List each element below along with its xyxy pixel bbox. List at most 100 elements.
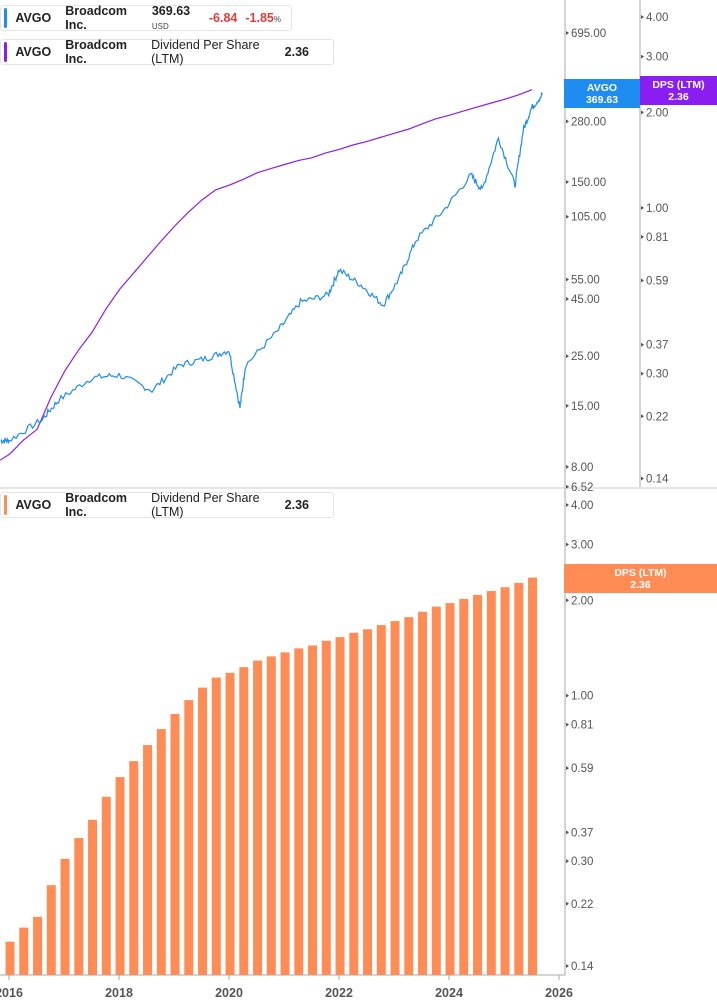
- price-change: -6.84: [208, 11, 238, 25]
- ticker: AVGO: [15, 11, 52, 25]
- dps-tick-label: 0.37: [646, 340, 668, 352]
- dps-tick-label: 2.00: [646, 107, 668, 119]
- x-tick-label: 2020: [215, 986, 243, 1000]
- price-tick-label: 25.00: [571, 351, 600, 363]
- dps-tick-label: 3.00: [646, 52, 668, 64]
- company-name: Broadcom Inc.: [65, 4, 128, 32]
- dps-tick-label: 0.14: [571, 961, 594, 973]
- dps-tick-label: 2.00: [571, 595, 593, 607]
- ticker: AVGO: [15, 45, 52, 59]
- price-tick-label-mark: [566, 180, 569, 185]
- dps-bar: [418, 611, 428, 975]
- dps-bar: [253, 660, 263, 975]
- dps-bar: [404, 617, 414, 975]
- dps-tag-bottom: DPS (LTM) 2.36: [564, 564, 717, 593]
- dps-bar: [335, 637, 345, 975]
- pct-sign: %: [273, 15, 281, 24]
- dps-tick-label-mark: [566, 859, 569, 864]
- dps-tick-label: 4.00: [571, 500, 593, 512]
- tag-label: AVGO: [586, 82, 618, 94]
- dps-tick-label-mark: [566, 766, 569, 771]
- dps-line: [0, 89, 533, 461]
- dps-bar: [225, 672, 235, 975]
- dps-tick-label: 0.22: [646, 411, 668, 423]
- legend-dps-bottom[interactable]: AVGO Broadcom Inc. Dividend Per Share (L…: [0, 491, 334, 519]
- dps-tick-label: 4.00: [646, 12, 668, 24]
- price-tick-label: 45.00: [571, 294, 600, 306]
- dps-bar: [19, 927, 29, 975]
- price-tick-label: 280.00: [571, 116, 606, 128]
- dps-bar: [514, 582, 524, 975]
- metric-value: 2.36: [284, 498, 309, 512]
- company-name: Broadcom Inc.: [65, 38, 128, 66]
- price-tick-label-mark: [566, 214, 569, 219]
- dps-tick-label: 1.00: [571, 691, 593, 703]
- dps-bar: [500, 587, 510, 975]
- dps-bar: [60, 858, 70, 975]
- dps-tick-label-mark: [566, 722, 569, 727]
- price-tick-label-mark: [566, 297, 569, 302]
- dps-tick-label: 0.59: [646, 275, 668, 287]
- ticker: AVGO: [15, 498, 52, 512]
- dps-bar: [486, 591, 496, 975]
- series-color-swatch: [4, 495, 8, 515]
- tag-label: DPS (LTM): [652, 79, 705, 91]
- dps-tag-top: DPS (LTM) 2.36: [640, 76, 717, 105]
- dps-bar: [280, 652, 290, 975]
- dps-tick-label: 0.30: [571, 856, 593, 868]
- price-tick-label: 6.52: [571, 482, 593, 494]
- x-tick-label: 2022: [325, 986, 353, 1000]
- tag-value: 369.63: [585, 94, 619, 106]
- dps-tick-label: 0.81: [646, 232, 668, 244]
- dps-tick-label-mark: [641, 476, 644, 481]
- dps-bar: [115, 777, 125, 975]
- dps-bar: [239, 667, 249, 975]
- dps-bar: [473, 594, 483, 975]
- dps-bar: [308, 645, 318, 975]
- dps-bar: [363, 629, 373, 975]
- series-color-swatch: [4, 8, 8, 28]
- dps-bar: [198, 687, 208, 975]
- dps-tick-label-mark: [641, 278, 644, 283]
- dps-tick-label: 0.14: [646, 474, 669, 486]
- dps-tick-label: 0.37: [571, 827, 593, 839]
- dps-bar: [143, 745, 153, 975]
- dps-bar: [101, 796, 111, 975]
- price-tick-label: 8.00: [571, 462, 593, 474]
- price-line: [0, 91, 543, 445]
- price-tick-label: 105.00: [571, 212, 606, 224]
- dps-bar: [74, 838, 84, 975]
- dps-bar: [184, 700, 194, 975]
- dps-bar: [156, 729, 166, 975]
- tag-value: 2.36: [668, 91, 689, 103]
- legend-price[interactable]: AVGO Broadcom Inc. 369.63 USD -6.84 -1.8…: [0, 4, 292, 32]
- dps-bar: [5, 941, 15, 975]
- price-tick-label: 695.00: [571, 28, 606, 40]
- price-tick-label-mark: [566, 403, 569, 408]
- dps-tick-label-mark: [566, 598, 569, 603]
- price: 369.63: [151, 4, 191, 18]
- price-change-pct: -1.85: [245, 11, 274, 25]
- dps-tick-label-mark: [641, 234, 644, 239]
- metric-name: Dividend Per Share (LTM): [151, 491, 260, 519]
- dps-bar: [445, 603, 455, 975]
- dps-tick-label-mark: [641, 54, 644, 59]
- price-tick-label-mark: [566, 31, 569, 35]
- dps-bar: [129, 761, 139, 975]
- tag-value: 2.36: [630, 579, 651, 591]
- dps-tick-label-mark: [641, 15, 644, 19]
- dps-tick-label: 0.22: [571, 899, 593, 911]
- price-tick-label-mark: [566, 354, 569, 359]
- dps-bar: [528, 577, 538, 975]
- legend-dps-top[interactable]: AVGO Broadcom Inc. Dividend Per Share (L…: [0, 38, 334, 66]
- dps-bar: [266, 656, 276, 975]
- dps-tick-label-mark: [641, 371, 644, 376]
- x-tick-label: 2024: [435, 986, 463, 1000]
- dps-tick-label: 1.00: [646, 203, 668, 215]
- dps-bar: [376, 625, 386, 975]
- metric-value: 2.36: [284, 45, 309, 59]
- price-tick-label-mark: [566, 464, 569, 469]
- dps-bar: [321, 640, 331, 975]
- price-tick-label-mark: [566, 277, 569, 282]
